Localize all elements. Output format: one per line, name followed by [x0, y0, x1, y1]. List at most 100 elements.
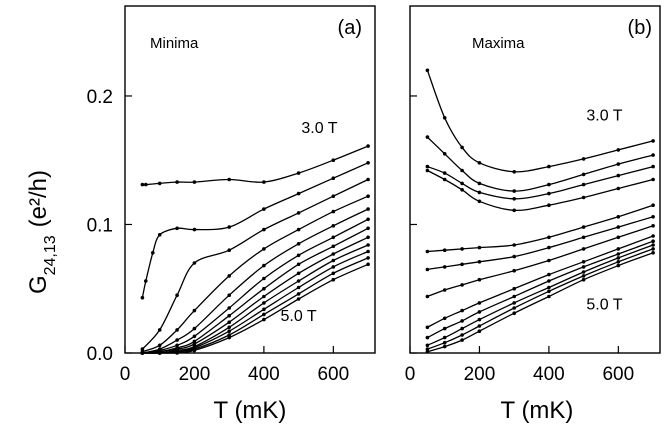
- curve-annotation: 5.0 T: [281, 308, 317, 325]
- data-point: [651, 215, 655, 219]
- data-point: [296, 227, 301, 232]
- data-point: [651, 234, 655, 238]
- data-point: [581, 172, 586, 177]
- data-point: [140, 351, 145, 355]
- data-point: [460, 283, 464, 287]
- curve-annotation: 3.0 T: [301, 120, 337, 137]
- data-point: [331, 158, 336, 162]
- tick-marks: [409, 95, 619, 354]
- data-point: [512, 197, 516, 201]
- data-point: [651, 247, 655, 251]
- y-axis-title-symbol: G: [25, 275, 52, 294]
- x-axis-title: T (mK): [214, 397, 287, 424]
- data-point: [296, 271, 301, 276]
- data-point: [331, 271, 336, 276]
- data-point: [477, 310, 482, 314]
- data-point: [651, 177, 655, 182]
- data-point: [262, 317, 266, 322]
- data-point: [651, 153, 655, 157]
- data-point: [296, 297, 301, 301]
- data-point: [442, 316, 447, 321]
- data-point: [192, 180, 197, 184]
- data-point: [547, 203, 551, 207]
- data-point: [296, 211, 301, 215]
- data-point: [425, 135, 430, 139]
- data-point: [581, 247, 586, 251]
- data-point: [331, 265, 336, 269]
- data-point: [460, 326, 464, 331]
- data-point: [477, 329, 482, 334]
- data-point: [512, 254, 516, 259]
- data-point: [477, 301, 482, 305]
- data-point: [296, 191, 301, 196]
- data-point: [581, 265, 586, 269]
- data-point: [512, 268, 516, 273]
- data-point: [547, 235, 551, 240]
- data-point: [262, 294, 266, 299]
- data-point: [547, 272, 551, 277]
- data-point: [331, 258, 336, 263]
- data-point: [366, 256, 370, 260]
- data-point: [331, 224, 336, 228]
- data-point: [442, 171, 447, 175]
- data-point: [512, 286, 516, 291]
- data-point: [144, 182, 148, 187]
- data-point: [296, 262, 301, 267]
- panel-title: Minima: [150, 35, 199, 52]
- data-point: [157, 328, 162, 332]
- panel-title: Maxima: [472, 35, 525, 52]
- data-point: [616, 148, 621, 152]
- data-point: [460, 308, 464, 313]
- panel-label: (a): [338, 17, 362, 39]
- data-point: [425, 68, 430, 73]
- data-point: [512, 294, 516, 299]
- data-point: [651, 164, 655, 169]
- x-tick-label: 400: [248, 364, 280, 385]
- curve-annotations: 3.0 T 5.0 T: [586, 107, 622, 313]
- x-axis-title: T (mK): [501, 397, 574, 424]
- data-point: [616, 252, 621, 256]
- data-point: [547, 294, 551, 299]
- data-point: [192, 348, 197, 353]
- data-point: [366, 249, 370, 254]
- data-point: [331, 252, 336, 256]
- data-point: [140, 182, 145, 187]
- x-tick-label: 600: [317, 364, 349, 385]
- data-point: [227, 248, 231, 252]
- data-point: [460, 168, 464, 173]
- data-point: [547, 279, 551, 283]
- data-point: [425, 249, 430, 254]
- data-points: [140, 144, 370, 355]
- data-point: [547, 258, 551, 263]
- data-point: [192, 342, 197, 346]
- data-point: [581, 182, 586, 187]
- data-point: [581, 235, 586, 240]
- data-point: [616, 173, 621, 178]
- data-point: [477, 181, 482, 186]
- y-tick-label: 0.1: [87, 215, 113, 236]
- x-tick-label: 200: [464, 364, 496, 385]
- data-point: [651, 239, 655, 243]
- data-point: [227, 306, 231, 310]
- data-point: [262, 276, 266, 281]
- data-point: [616, 256, 621, 260]
- data-point: [442, 288, 447, 292]
- data-point: [460, 262, 464, 267]
- x-tick-labels: 0 200 400 600: [120, 364, 349, 385]
- data-point: [477, 260, 482, 264]
- panel-frame: [124, 5, 376, 354]
- data-point: [175, 338, 179, 342]
- data-point: [512, 208, 516, 213]
- data-point: [140, 347, 145, 351]
- data-point: [296, 292, 301, 296]
- y-axis-title-subscript: 24,13: [42, 235, 59, 275]
- data-point: [512, 170, 516, 174]
- data-point: [460, 338, 464, 342]
- data-point: [581, 260, 586, 264]
- data-point: [262, 263, 266, 268]
- data-point: [425, 267, 430, 272]
- data-point: [366, 177, 370, 182]
- data-point: [227, 325, 231, 330]
- data-point: [477, 324, 482, 328]
